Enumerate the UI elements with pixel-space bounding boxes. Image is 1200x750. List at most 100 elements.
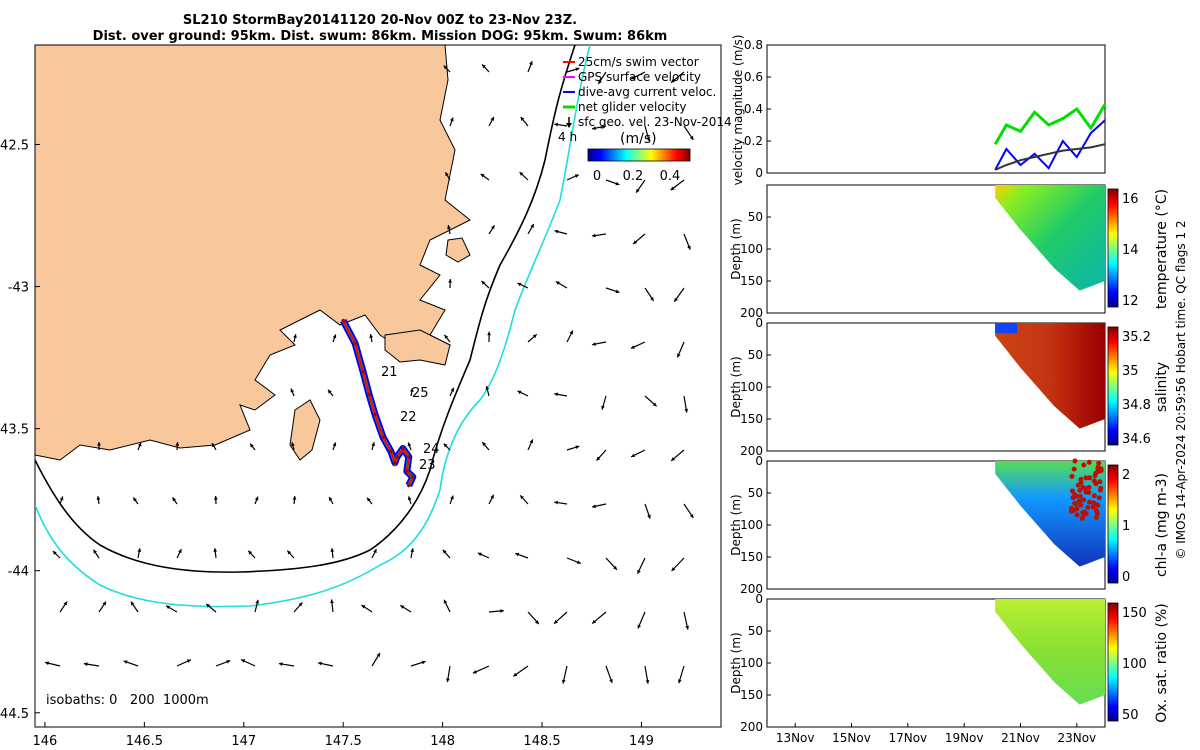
track-label-23: 23 [419,458,436,473]
section-colorbar-tick: 2 [1122,468,1130,483]
time-tick-label: 23Nov [1057,731,1096,745]
chl-high-dot [1069,506,1074,511]
velocity-panel: 0 0.2 0.4 0.6 0.8 velocity magnitude (m/s) [731,35,1105,186]
section-colorbar-label: salinity [1154,362,1170,412]
track-point [407,455,411,459]
map-xtick-label: 147.5 [325,734,362,749]
map-ytick-label: -42.5 [0,138,29,153]
chl-high-dot [1083,475,1088,480]
map-colorbar-bar [588,149,690,161]
section-colorbar-tick: 34.6 [1122,432,1151,447]
section-colorbar [1108,327,1118,445]
chl-high-dot [1070,488,1075,493]
legend-sfc: sfc geo. vel. 23-Nov-2014 [578,115,732,129]
chl-high-dot [1099,466,1104,471]
chl-high-dot [1094,508,1099,513]
section-ytick-label: 0 [755,592,763,606]
vel-ytick-label: 0.2 [744,134,763,148]
track-point [389,450,393,454]
section-ylabel: Depth (m) [729,494,743,555]
track-point [381,435,385,439]
map-ytick-label: -43 [8,281,29,296]
chl-high-dot [1096,461,1101,466]
chl-high-dot [1084,511,1089,516]
section-colorbar-tick: 50 [1122,708,1139,723]
section-ytick-label: 150 [740,550,763,564]
track-label-25: 25 [412,386,429,401]
section-ytick-label: 100 [740,656,763,670]
section-ytick-label: 50 [748,210,763,224]
track-point [341,319,345,323]
chl-high-dot [1078,502,1083,507]
chl-high-dot [1081,462,1086,467]
chl-high-dot [1077,488,1082,493]
chl-high-dot [1081,498,1086,503]
time-tick-label: 19Nov [945,731,984,745]
track-label-22: 22 [400,410,417,425]
chl-high-dot [1087,460,1092,465]
section-ytick-label: 50 [748,348,763,362]
chl-high-dot [1078,477,1083,482]
credit-text: © IMOS 14-Apr-2024 20:59:56 Hobart time.… [1174,220,1188,559]
map-colorbar-tick-2: 0.4 [660,169,681,184]
chl-high-dot [1085,505,1090,510]
section-ytick-label: 150 [740,274,763,288]
map-colorbar-tick-1: 0.2 [623,169,644,184]
section-colorbar-tick: 16 [1122,192,1139,207]
chl-high-dot [1087,500,1092,505]
chl-high-dot [1097,495,1102,500]
section-panel-2: 0 50 100 150 200 Depth (m) 2 1 0 chl-a (mg m-3) [729,454,1170,596]
vel-ytick-label: 0.8 [744,38,763,52]
section-colorbar [1108,189,1118,307]
chl-high-dot [1094,515,1099,520]
section-colorbar-tick: 150 [1122,606,1147,621]
track-point [361,370,365,374]
fresh-surface-patch [995,323,1017,333]
map-xtick-label: 146 [33,734,58,749]
track-point [353,342,357,346]
track-point [395,455,399,459]
section-colorbar-tick: 34.8 [1122,398,1151,413]
track-label-24: 24 [423,442,440,457]
legend-diveavg: dive-avg current veloc. [578,85,716,99]
isobath-label: isobaths: 0 200 1000m [46,693,209,708]
map-ytick-label: -44 [8,565,29,580]
track-point [401,447,405,451]
section-panels: 50100150200Depth (m)161412 temperature (°… [729,185,1170,734]
time-tick-label: 17Nov [888,731,927,745]
track-point [393,461,397,465]
section-colorbar-tick: 12 [1122,294,1139,309]
section-colorbar-label: chl-a (mg m-3) [1154,473,1170,577]
section-colorbar-tick: 0 [1122,570,1130,585]
chl-high-dot [1098,486,1103,491]
section-ytick-label: 150 [740,412,763,426]
track-point [367,393,371,397]
section-ylabel: Depth (m) [729,356,743,417]
chl-high-dot [1073,502,1078,507]
section-ytick-label: 100 [740,380,763,394]
section-colorbar [1108,603,1118,721]
map-ytick-label: -43.5 [0,423,29,438]
chl-high-dot [1092,478,1097,483]
track-label-21: 21 [381,365,398,380]
section-colorbar-label: Ox. sat. ratio (%) [1154,603,1170,722]
track-point [405,469,409,473]
velocity-frame [767,45,1105,173]
map-xtick-label: 148 [430,734,455,749]
chl-high-dot [1069,474,1074,479]
section-colorbar-tick: 35 [1122,364,1139,379]
legend-swim: 25cm/s swim vector [578,55,699,69]
chl-high-dot [1072,459,1077,464]
chl-high-dot [1076,483,1081,488]
section-panel-3: 050100150200Depth (m)15010050 Ox. sat. ra… [729,592,1170,734]
section-ytick-label: 50 [748,624,763,638]
chl-high-dot [1075,512,1080,517]
section-ytick-label: 200 [740,720,763,734]
section-colorbar-tick: 100 [1122,657,1147,672]
section-panel-0: 50100150200Depth (m)161412 temperature (°… [729,185,1170,320]
map-xtick-label: 148.5 [523,734,560,749]
velocity-ylabel: velocity magnitude (m/s) [731,35,745,186]
vel-ytick-label: 0.6 [744,70,763,84]
chl-high-dot [1083,486,1088,491]
